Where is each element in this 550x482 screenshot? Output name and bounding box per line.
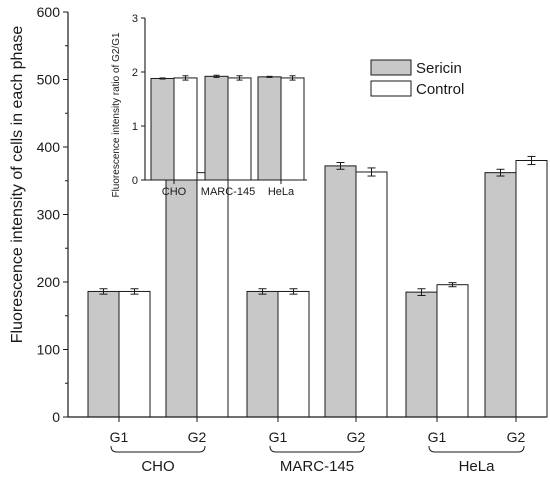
inset-error-bar-sericin-0 [159, 77, 166, 80]
inset-y-axis-title: Fluorescence intensity ratio of G2/G1 [111, 32, 122, 198]
error-bar-control-4 [448, 282, 457, 288]
y-tick-label-500: 500 [37, 72, 61, 88]
error-bar-sericin-4 [417, 288, 426, 296]
error-bar-control-3 [367, 167, 376, 177]
group-bracket-cho [110, 445, 206, 453]
bar-sericin-g1-4 [405, 291, 438, 418]
legend-label-sericin: Sericin [416, 60, 462, 77]
inset-y-tick-label-3: 3 [132, 13, 138, 25]
inset-x-tick-label-cho: CHO [162, 186, 187, 198]
y-tick-label-0: 0 [52, 409, 60, 425]
bar-sericin-g2-1 [165, 172, 198, 418]
error-bar-control-2 [289, 288, 298, 295]
bar-control-g1-0 [118, 290, 151, 418]
bar-sericin-g1-0 [87, 290, 120, 418]
inset-y-tick-label-2: 2 [132, 67, 138, 79]
error-bar-control-0 [130, 288, 139, 295]
inset-y-tick-label-0: 0 [132, 175, 138, 187]
inset-error-bar-sericin-1 [213, 74, 220, 78]
bar-control-g2-5 [515, 160, 548, 418]
error-bar-sericin-0 [99, 288, 108, 295]
error-bar-sericin-5 [496, 168, 505, 177]
bar-control-g2-3 [355, 171, 388, 418]
inset-error-bar-control-0 [182, 75, 189, 81]
bar-control-g1-4 [436, 284, 469, 418]
bar-sericin-g2-3 [324, 165, 357, 418]
inset-bar-sericin-marc-145 [204, 75, 229, 181]
legend-swatch-sericin [370, 59, 412, 76]
y-tick-label-200: 200 [37, 274, 61, 290]
y-tick-label-600: 600 [37, 4, 61, 20]
group-bracket-marc-145 [269, 445, 365, 453]
bar-sericin-g2-5 [484, 172, 517, 418]
inset-bar-sericin-cho [150, 77, 175, 181]
inset-error-bar-control-1 [236, 75, 243, 81]
legend-label-control: Control [416, 81, 464, 98]
x-tick-label-3: G2 [347, 429, 366, 445]
group-bracket-hela [428, 445, 525, 453]
inset-error-bar-sericin-2 [266, 75, 273, 78]
inset-error-bar-control-2 [289, 75, 296, 81]
inset-bar-control-cho [173, 77, 198, 181]
group-label-hela: HeLa [459, 458, 496, 475]
x-tick-label-2: G1 [269, 429, 288, 445]
x-tick-label-5: G2 [507, 429, 526, 445]
bar-control-g2-1 [196, 172, 229, 418]
x-tick-label-1: G2 [188, 429, 207, 445]
legend-swatch-control [370, 80, 412, 97]
error-bar-control-5 [527, 155, 536, 166]
inset-x-tick-label-marc-145: MARC-145 [201, 186, 255, 198]
inset-bar-sericin-hela [257, 76, 282, 181]
x-tick-label-4: G1 [428, 429, 447, 445]
inset-y-tick-label-1: 1 [132, 121, 138, 133]
y-tick-label-300: 300 [37, 207, 61, 223]
y-axis-title: Fluorescence intensity of cells in each … [9, 26, 26, 344]
group-label-marc-145: MARC-145 [280, 458, 354, 475]
y-tick-label-100: 100 [37, 342, 61, 358]
error-bar-sericin-2 [258, 288, 267, 295]
group-label-cho: CHO [141, 458, 174, 475]
bar-sericin-g1-2 [246, 290, 279, 418]
x-tick-label-0: G1 [110, 429, 129, 445]
y-tick-label-400: 400 [37, 139, 61, 155]
inset-bar-control-marc-145 [227, 77, 252, 181]
inset-bar-control-hela [280, 77, 305, 181]
bar-control-g1-2 [277, 290, 310, 418]
error-bar-sericin-3 [336, 162, 345, 170]
inset-x-tick-label-hela: HeLa [268, 186, 295, 198]
